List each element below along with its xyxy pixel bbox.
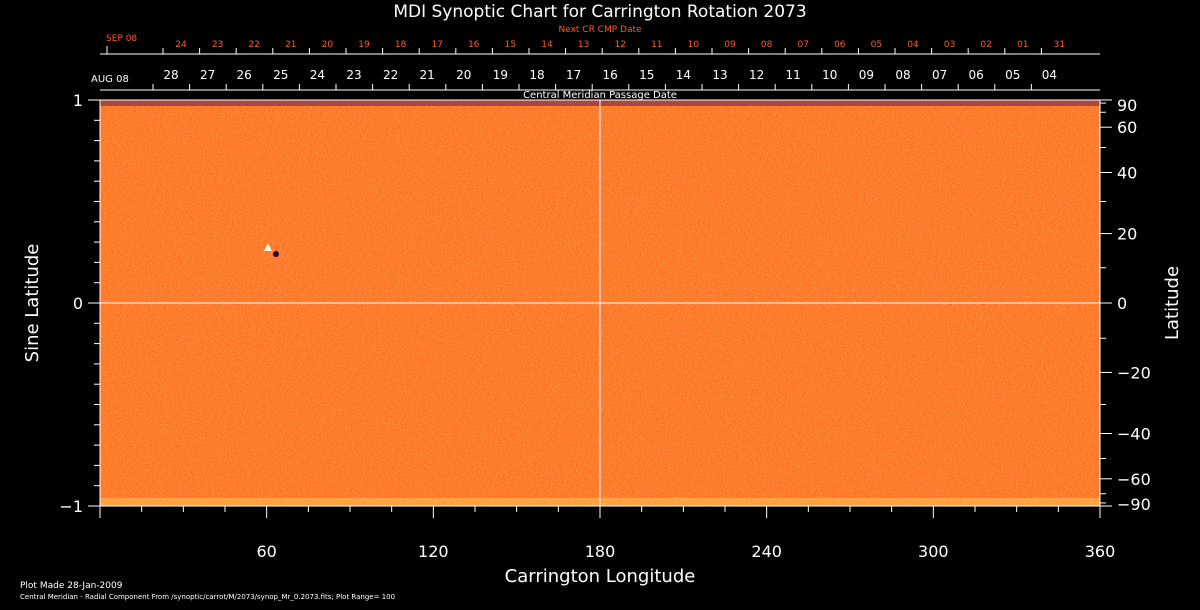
y-right-tick-label: −40 xyxy=(1117,424,1151,443)
next-cr-date-label: 11 xyxy=(651,40,662,50)
cmp-date-label: 08 xyxy=(895,68,910,82)
cmp-date-label: 21 xyxy=(420,68,435,82)
cmp-date-label: 28 xyxy=(163,68,178,82)
source-footer: Central Meridian - Radial Component From… xyxy=(20,593,395,601)
next-cr-date-axis: 24 23 22 21 20 19 18 17 16 15 14 13 12 11 10 09 08 07 06 05… xyxy=(100,40,1100,55)
next-cr-date-label: 12 xyxy=(614,40,625,50)
next-cr-date-label: 23 xyxy=(212,40,223,50)
y-right-tick-label: 60 xyxy=(1117,118,1137,137)
cmp-date-label: 07 xyxy=(932,68,947,82)
next-cr-date-label: 22 xyxy=(248,40,259,50)
next-cr-date-label: 19 xyxy=(358,40,370,50)
cmp-date-label: 09 xyxy=(859,68,874,82)
cmp-date-label: 13 xyxy=(712,68,727,82)
y-right-tick-label: 0 xyxy=(1117,294,1127,313)
x-tick-label: 300 xyxy=(918,542,949,561)
cmp-date-label: 19 xyxy=(493,68,508,82)
next-cr-date-label: 17 xyxy=(431,40,442,50)
cmp-date-label: 20 xyxy=(456,68,471,82)
next-cr-date-label: 18 xyxy=(395,40,407,50)
x-tick-label: 120 xyxy=(418,542,449,561)
x-tick-label: 240 xyxy=(751,542,782,561)
cmp-date-label: 23 xyxy=(346,68,361,82)
active-region-spot xyxy=(273,251,279,257)
cmp-date-label: 22 xyxy=(383,68,398,82)
plot-made-footer: Plot Made 28-Jan-2009 xyxy=(20,581,123,591)
y-left-tick-label: −1 xyxy=(59,497,83,516)
x-axis: 60 120 180 240 300 360 xyxy=(99,506,1116,561)
cmp-date-label: 24 xyxy=(310,68,325,82)
next-cr-date-label: 07 xyxy=(797,40,808,50)
next-cr-date-label: 20 xyxy=(322,40,334,50)
y-right-tick-label: 20 xyxy=(1117,225,1137,244)
y-right-tick-label: 40 xyxy=(1117,164,1137,183)
y-axis-left: 1 0 −1 xyxy=(59,91,100,516)
y-right-tick-label: −90 xyxy=(1117,495,1151,514)
top-month-red: SEP 08 xyxy=(106,34,137,44)
cmp-date-label: 06 xyxy=(969,68,984,82)
x-tick-label: 180 xyxy=(585,542,616,561)
next-cr-date-label: 02 xyxy=(980,40,991,50)
y-axis-right-label: Latitude xyxy=(1162,266,1183,340)
cmp-date-label: 26 xyxy=(237,68,252,82)
y-axis-left-label: Sine Latitude xyxy=(22,244,43,363)
next-cr-date-label: 09 xyxy=(724,40,736,50)
next-cr-date-label: 16 xyxy=(468,40,480,50)
y-right-tick-label: −60 xyxy=(1117,470,1151,489)
next-cr-date-label: 06 xyxy=(834,40,846,50)
next-cr-date-label: 10 xyxy=(688,40,700,50)
cmp-date-label: 12 xyxy=(749,68,764,82)
magnetogram-heatmap xyxy=(100,100,1100,506)
x-tick-label: 360 xyxy=(1085,542,1116,561)
cmp-date-axis: 28 27 26 25 24 23 22 21 20 19 18 17 16 15 14 13 12 11 10 09… xyxy=(100,68,1100,91)
next-cr-date-label: 05 xyxy=(871,40,882,50)
cmp-date-label: 16 xyxy=(603,68,618,82)
next-cr-date-label: 01 xyxy=(1017,40,1028,50)
next-cr-date-label: 15 xyxy=(505,40,516,50)
next-cr-date-label: 21 xyxy=(285,40,296,50)
cmp-date-label: 17 xyxy=(566,68,581,82)
y-left-tick-label: 0 xyxy=(73,294,83,313)
cmp-date-label: 27 xyxy=(200,68,215,82)
cmp-date-label: 10 xyxy=(822,68,837,82)
cmp-date-label: 18 xyxy=(529,68,544,82)
next-cr-date-label: 04 xyxy=(907,40,919,50)
top-month-white: AUG 08 xyxy=(91,74,129,85)
x-axis-label: Carrington Longitude xyxy=(505,566,696,587)
cmp-date-label: 11 xyxy=(786,68,801,82)
active-region-marker xyxy=(264,243,272,251)
next-cr-date-label: 31 xyxy=(1054,40,1065,50)
next-cr-date-label: 14 xyxy=(541,40,553,50)
x-tick-label: 60 xyxy=(256,542,276,561)
y-axis-right: 90 60 40 20 0 −20 −40 −60 −90 xyxy=(1100,96,1151,514)
next-cr-label: Next CR CMP Date xyxy=(558,25,642,35)
cmp-date-label: Central Meridian Passage Date xyxy=(523,90,677,101)
cmp-date-label: 14 xyxy=(676,68,691,82)
cmp-date-label: 15 xyxy=(639,68,654,82)
cmp-date-label: 04 xyxy=(1042,68,1057,82)
y-left-tick-label: 1 xyxy=(73,91,83,110)
next-cr-date-label: 03 xyxy=(944,40,955,50)
y-right-tick-label: 90 xyxy=(1117,96,1137,115)
chart-title: MDI Synoptic Chart for Carrington Rotati… xyxy=(393,2,806,22)
cmp-date-label: 25 xyxy=(273,68,288,82)
next-cr-date-label: 24 xyxy=(175,40,187,50)
next-cr-date-label: 13 xyxy=(578,40,589,50)
next-cr-date-label: 08 xyxy=(761,40,773,50)
y-right-tick-label: −20 xyxy=(1117,363,1151,382)
cmp-date-label: 05 xyxy=(1005,68,1020,82)
